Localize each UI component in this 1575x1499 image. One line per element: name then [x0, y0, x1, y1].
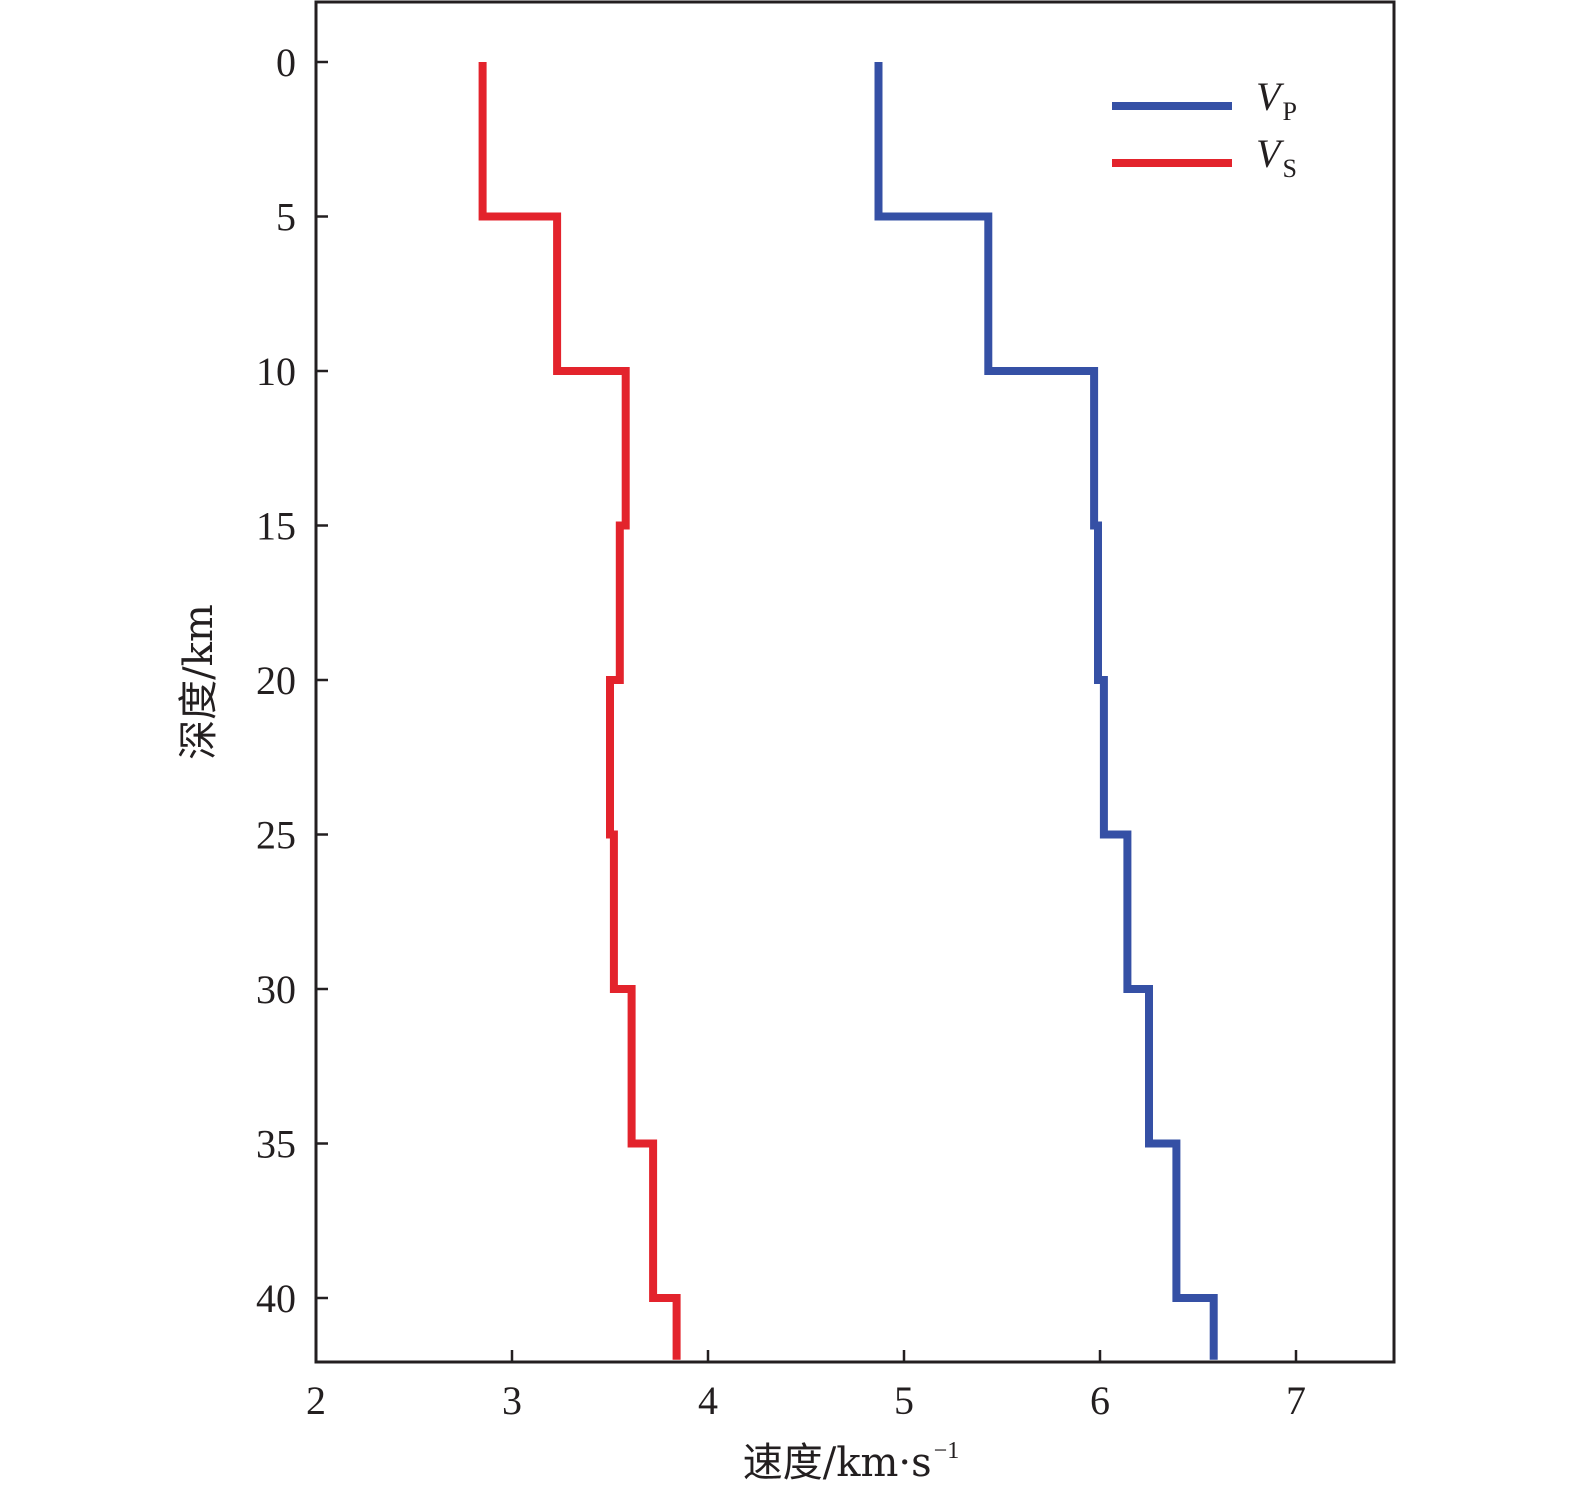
y-tick-label-5: 5	[276, 195, 296, 240]
series-layer	[478, 62, 1218, 1360]
legend-label-vp-main: V	[1256, 74, 1285, 119]
legend-label-vs-subscript: S	[1282, 154, 1296, 183]
x-tick-label-7: 7	[1286, 1378, 1306, 1423]
y-tick-label-25: 25	[256, 813, 296, 858]
y-axis-title: 深度/km	[176, 604, 222, 760]
x-axis-title: 速度/km·s−1	[743, 1438, 959, 1486]
x-tick-label-3: 3	[502, 1378, 522, 1423]
legend-label-vp-subscript: P	[1282, 97, 1296, 126]
series-line-vs	[478, 62, 681, 1360]
x-axis-ticks: 2 3 4 5 6 7	[306, 1350, 1306, 1423]
x-tick-label-2: 2	[306, 1378, 326, 1423]
x-tick-label-6: 6	[1090, 1378, 1110, 1423]
x-axis-title-main: 速度/km·s	[743, 1440, 932, 1486]
y-tick-label-20: 20	[256, 658, 296, 703]
legend-label-vs-main: V	[1256, 131, 1285, 176]
x-tick-label-4: 4	[698, 1378, 718, 1423]
y-tick-label-40: 40	[256, 1276, 296, 1321]
plot-frame	[314, 0, 1396, 1364]
series-line-vp	[874, 62, 1218, 1360]
legend-label-vp: VP	[1256, 74, 1297, 126]
x-axis-title-superscript: −1	[934, 1438, 960, 1464]
y-tick-label-35: 35	[256, 1122, 296, 1167]
y-tick-label-15: 15	[256, 504, 296, 549]
legend: VP VS	[1112, 74, 1297, 183]
y-axis-ticks: 0 5 10 15 20 25 30 35 40	[256, 40, 328, 1321]
y-tick-label-10: 10	[256, 349, 296, 394]
y-tick-label-0: 0	[276, 40, 296, 85]
y-tick-label-30: 30	[256, 967, 296, 1012]
x-tick-label-5: 5	[894, 1378, 914, 1423]
legend-label-vs: VS	[1256, 131, 1297, 183]
